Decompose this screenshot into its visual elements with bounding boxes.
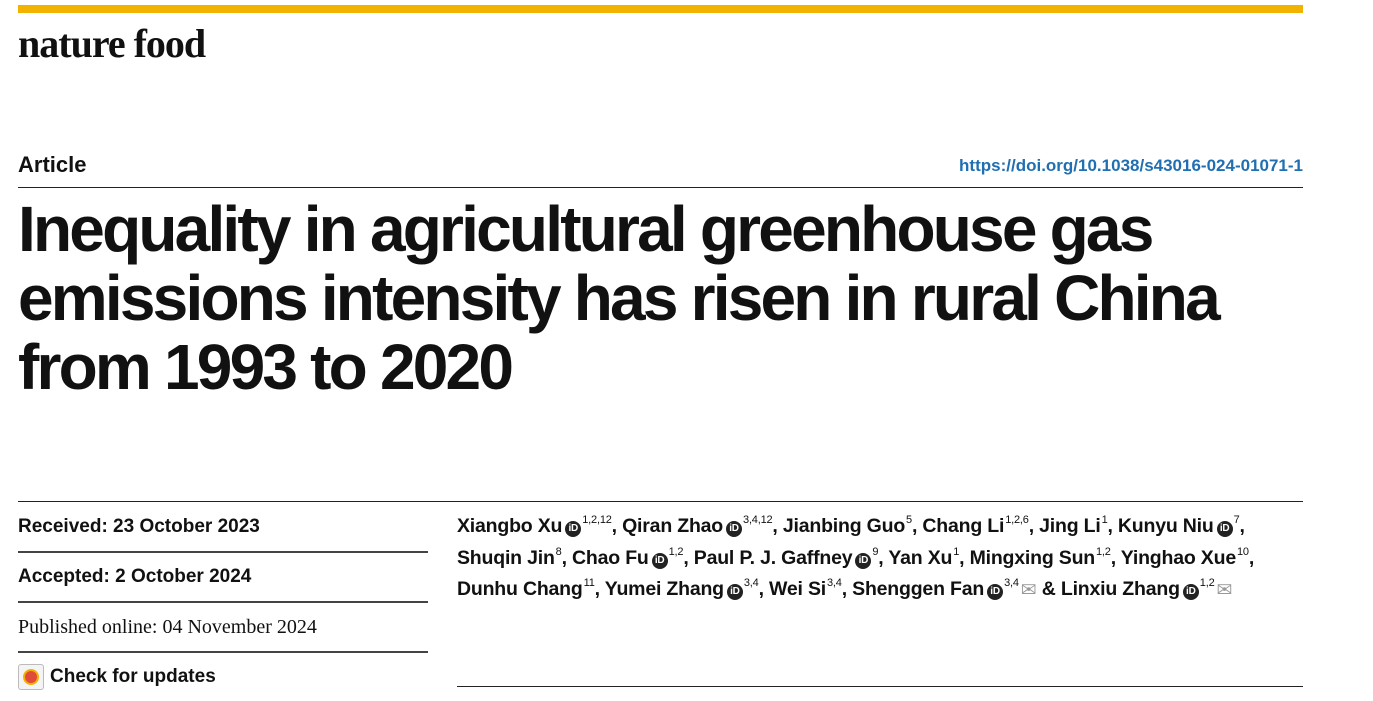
affiliation-superscript: 1,2 (668, 545, 684, 558)
affiliation-superscript: 1,2,6 (1005, 514, 1029, 526)
author-name-text: Yan Xu (888, 546, 953, 569)
author-name-text: Yinghao Xue (1120, 546, 1236, 569)
metadata-divider (18, 501, 1303, 502)
author-name-text: Paul P. J. Gaffney (693, 546, 853, 569)
author-name[interactable]: Yinghao Xue10 (1120, 545, 1249, 569)
article-title: Inequality in agricultural greenhouse ga… (18, 193, 1221, 403)
author-name[interactable]: Yumei Zhang iD3,4 (605, 578, 759, 600)
author-name[interactable]: Dunhu Chang11 (457, 577, 595, 601)
orcid-icon[interactable]: iD (651, 552, 668, 569)
author-name[interactable]: Linxiu Zhang iD1,2 ✉ (1060, 577, 1233, 602)
author-name[interactable]: Shuqin Jin8 (457, 545, 562, 569)
doi-link[interactable]: https://doi.org/10.1038/s43016-024-01071… (959, 156, 1303, 175)
author-name-text: Shenggen Fan (852, 578, 985, 600)
dates-panel: Received: 23 October 2023 Accepted: 2 Oc… (18, 503, 428, 701)
orcid-icon[interactable]: iD (565, 521, 582, 537)
author-name-text: Dunhu Chang (457, 578, 583, 600)
author-name-text: Xiangbo Xu (457, 515, 563, 537)
affiliation-superscript: 9 (872, 545, 879, 558)
author-list: Xiangbo Xu iD1,2,12, Qiran Zhao iD3,4,12, … (457, 511, 1307, 607)
affiliation-superscript: 1,2 (1199, 577, 1215, 589)
author-name-text: Linxiu Zhang (1060, 578, 1180, 600)
affiliation-superscript: 1 (953, 545, 960, 558)
check-updates-label: Check for updates (50, 666, 216, 687)
author-name[interactable]: Qiran Zhao iD3,4,12 (622, 514, 773, 537)
affiliation-superscript: 1,2 (1096, 545, 1111, 558)
journal-accent-bar (18, 5, 1303, 13)
author-name-text: Qiran Zhao (622, 515, 724, 537)
author-name[interactable]: Shenggen Fan iD3,4 ✉ (852, 577, 1037, 602)
affiliation-superscript: 1,2,12 (582, 514, 612, 526)
journal-logo: nature food (18, 21, 206, 66)
authors-bottom-divider (457, 686, 1303, 687)
orcid-icon[interactable]: iD (1182, 584, 1199, 600)
article-type-label: Article (18, 152, 87, 177)
affiliation-superscript: 3,4 (1004, 577, 1019, 589)
affiliation-superscript: 10 (1236, 545, 1249, 558)
accepted-date: Accepted: 2 October 2024 (18, 553, 428, 603)
orcid-icon[interactable]: iD (855, 552, 872, 569)
affiliation-superscript: 3,4,12 (743, 514, 773, 526)
author-name[interactable]: Yan Xu1 (888, 545, 960, 569)
author-name-text: Chang Li (922, 515, 1005, 537)
author-name-text: Yumei Zhang (604, 578, 724, 600)
affiliation-superscript: 1 (1101, 514, 1108, 526)
author-name-text: Jing Li (1039, 515, 1101, 537)
check-updates-icon (18, 664, 44, 690)
orcid-icon[interactable]: iD (726, 584, 743, 600)
affiliation-superscript: 5 (906, 514, 912, 526)
author-name[interactable]: Kunyu Niu iD7 (1118, 515, 1240, 537)
author-name[interactable]: Xiangbo Xu iD1,2,12 (457, 515, 612, 537)
author-name[interactable]: Paul P. J. Gaffney iD9 (693, 545, 879, 569)
author-name-text: Mingxing Sun (969, 546, 1096, 569)
orcid-icon[interactable]: iD (987, 584, 1004, 600)
orcid-icon[interactable]: iD (1216, 521, 1233, 537)
author-name[interactable]: Jing Li1 (1039, 514, 1108, 538)
author-name[interactable]: Wei Si3,4 (769, 577, 842, 601)
author-name[interactable]: Chao Fu iD1,2 (572, 545, 684, 569)
author-name[interactable]: Mingxing Sun1,2 (969, 545, 1111, 569)
header-divider (18, 187, 1303, 188)
email-envelope-icon[interactable]: ✉ (1020, 580, 1037, 601)
orcid-icon[interactable]: iD (726, 521, 743, 537)
author-name[interactable]: Chang Li1,2,6 (922, 514, 1029, 538)
author-name-text: Jianbing Guo (782, 515, 906, 537)
author-name-text: Kunyu Niu (1117, 515, 1214, 537)
author-name-text: Chao Fu (572, 546, 649, 569)
author-name-text: Shuqin Jin (457, 546, 555, 569)
affiliation-superscript: 3,4 (743, 577, 759, 589)
published-date: Published online: 04 November 2024 (18, 603, 428, 653)
received-date: Received: 23 October 2023 (18, 503, 428, 553)
check-for-updates-button[interactable]: Check for updates (18, 653, 428, 701)
author-name[interactable]: Jianbing Guo5 (782, 514, 912, 538)
affiliation-superscript: 7 (1233, 514, 1240, 526)
author-name-text: Wei Si (769, 578, 826, 600)
affiliation-superscript: 3,4 (827, 577, 842, 589)
email-envelope-icon[interactable]: ✉ (1216, 580, 1233, 601)
affiliation-superscript: 8 (555, 545, 562, 558)
affiliation-superscript: 11 (583, 577, 595, 589)
